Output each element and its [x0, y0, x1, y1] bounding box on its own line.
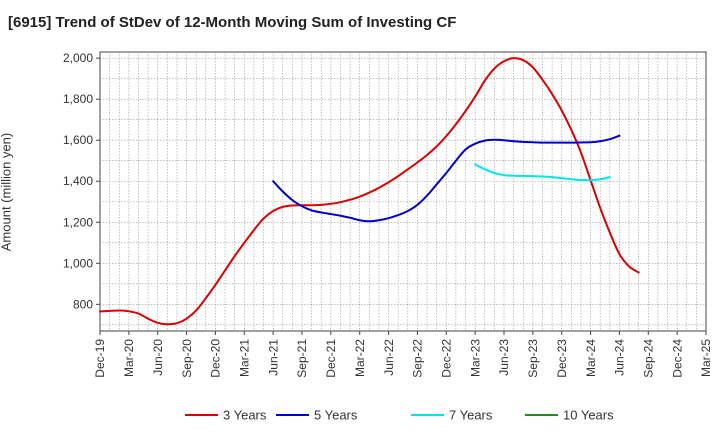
x-tick-label: Dec-19 — [93, 339, 107, 378]
series-line-3 — [474, 163, 611, 182]
y-tick-label: 1,800 — [63, 92, 93, 106]
x-tick-label: Dec-22 — [439, 339, 453, 378]
legend-label-4: 10 Years — [563, 408, 614, 423]
y-tick-label: 1,600 — [63, 133, 93, 147]
chart-title: [6915] Trend of StDev of 12-Month Moving… — [8, 14, 457, 31]
y-tick-label: 1,200 — [63, 215, 93, 229]
x-tick-label: Jun-20 — [151, 339, 165, 376]
y-tick-label: 1,400 — [63, 174, 93, 188]
x-tick-label: Sep-23 — [526, 339, 540, 378]
x-tick-label: Dec-20 — [209, 339, 223, 378]
x-tick-label: Jun-22 — [382, 339, 396, 376]
legend-label-2: 5 Years — [314, 408, 358, 423]
x-tick-label: Dec-24 — [670, 339, 684, 378]
series-line-1 — [99, 57, 640, 326]
x-tick-label: Sep-24 — [641, 339, 655, 378]
x-tick-label: Mar-22 — [353, 339, 367, 377]
x-tick-label: Jun-23 — [497, 339, 511, 376]
x-tick-label: Mar-24 — [584, 339, 598, 377]
y-tick-label: 1,000 — [63, 256, 93, 270]
x-tick-label: Mar-23 — [468, 339, 482, 377]
x-tick-label: Mar-25 — [699, 339, 713, 377]
series-line-2 — [272, 134, 621, 223]
x-tick-label: Sep-20 — [180, 339, 194, 378]
x-tick-label: Jun-24 — [613, 339, 627, 376]
x-tick-label: Sep-21 — [295, 339, 309, 378]
plot-area — [99, 51, 707, 332]
x-tick-label: Mar-20 — [122, 339, 136, 377]
legend-label-1: 3 Years — [223, 408, 267, 423]
x-tick-label: Sep-22 — [411, 339, 425, 378]
legend-label-3: 7 Years — [449, 408, 493, 423]
x-tick-label: Mar-21 — [237, 339, 251, 377]
y-tick-label: 800 — [73, 297, 93, 311]
x-tick-label: Dec-23 — [555, 339, 569, 378]
x-tick-label: Dec-21 — [324, 339, 338, 378]
y-tick-label: 2,000 — [63, 51, 93, 65]
x-tick-label: Jun-21 — [266, 339, 280, 376]
